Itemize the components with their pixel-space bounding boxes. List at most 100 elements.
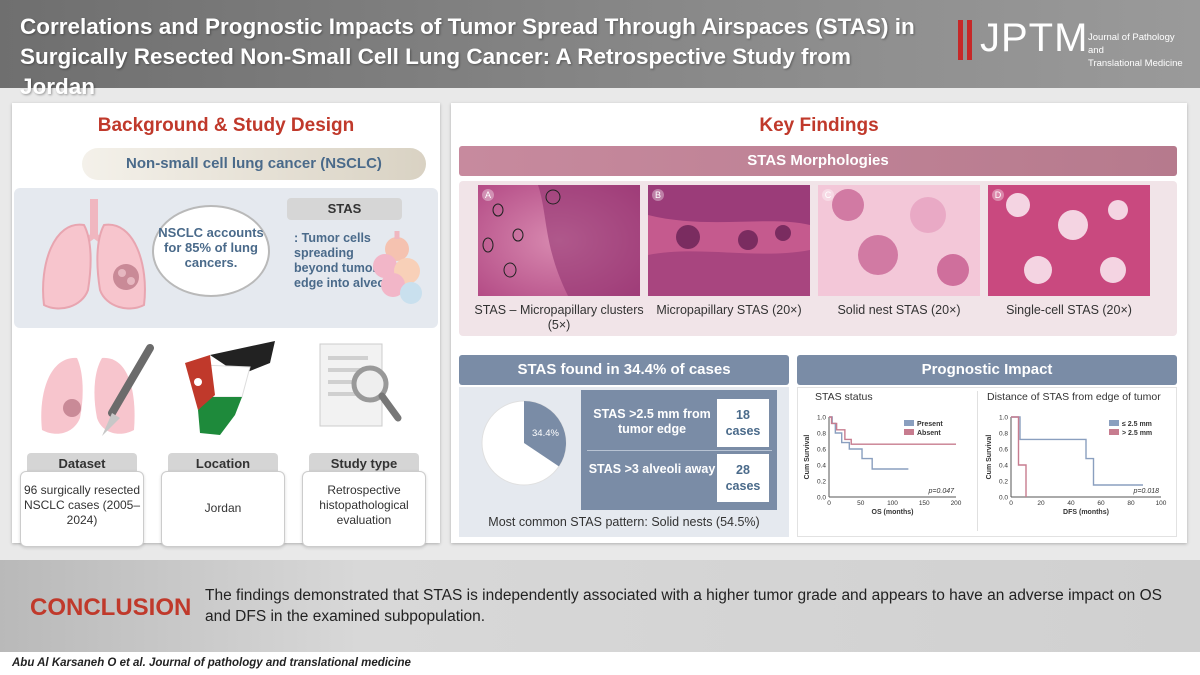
x-tick-label: 60 xyxy=(1097,500,1105,507)
x-tick-label: 80 xyxy=(1127,500,1135,507)
table-row-2-value: 28 cases xyxy=(717,454,769,502)
key-findings-title: Key Findings xyxy=(759,115,879,136)
pie-slice-stas xyxy=(524,401,566,467)
conclusion-text: The findings demonstrated that STAS is i… xyxy=(205,587,1162,625)
micrograph-a-letter: A xyxy=(482,189,494,201)
page-title: Correlations and Prognostic Impacts of T… xyxy=(20,12,920,102)
y-tick-label: 0.6 xyxy=(999,447,1008,454)
conclusion-band xyxy=(0,560,1200,652)
study-type-header: Study type xyxy=(309,453,419,475)
y-axis-label: Cum Survival xyxy=(986,435,993,480)
x-tick-label: 0 xyxy=(1009,500,1013,507)
alveoli-icon xyxy=(373,231,422,304)
x-axis-label: DFS (months) xyxy=(1063,509,1109,516)
header-banner: Correlations and Prognostic Impacts of T… xyxy=(0,0,1200,99)
y-tick-label: 0.0 xyxy=(817,495,826,502)
nsclc-speech-bubble: NSCLC accounts for 85% of lung cancers. xyxy=(152,205,270,297)
background-panel: Background & Study Design Non-small cell… xyxy=(12,103,440,547)
micrograph-d-label: Single-cell STAS (20×) xyxy=(1006,303,1132,317)
table-row-1-value: 18 cases xyxy=(717,399,769,447)
prognostic-band: Prognostic Impact xyxy=(797,355,1177,385)
legend-label: ≤ 2.5 mm xyxy=(1122,421,1152,428)
km-series-line xyxy=(829,416,909,470)
x-tick-label: 200 xyxy=(951,500,962,507)
y-tick-label: 0.6 xyxy=(817,447,826,454)
legend-swatch xyxy=(904,429,914,435)
conclusion-label: CONCLUSION xyxy=(30,594,192,621)
y-tick-label: 1.0 xyxy=(999,415,1008,422)
x-axis-label: OS (months) xyxy=(872,509,914,516)
micrograph-d-letter: D xyxy=(992,189,1004,201)
title-line-2: Surgically Resected Non-Small Cell Lung … xyxy=(20,44,852,99)
journal-name: Journal of Pathology and Translational M… xyxy=(1088,31,1190,70)
micrograph-c-label: Solid nest STAS (20×) xyxy=(837,303,961,317)
table-divider xyxy=(587,450,772,451)
morphologies-band: STAS Morphologies xyxy=(459,146,1177,176)
legend-label: Absent xyxy=(917,430,941,437)
journal-logo: JPTM Journal of Pathology and Translatio… xyxy=(958,16,1190,70)
dataset-text: 96 surgically resected NSCLC cases (2005… xyxy=(23,483,141,527)
x-tick-label: 100 xyxy=(887,500,898,507)
km-os-chart: 0.0 0.2 0.4 0.6 0.8 1.0 0 50 100 150 200 OS (months… xyxy=(804,415,962,517)
legend-label: Present xyxy=(917,421,943,428)
legend-label: > 2.5 mm xyxy=(1122,430,1152,437)
study-type-card xyxy=(302,471,426,547)
pie-percent-label: 34.4% xyxy=(532,428,559,439)
km-series-line xyxy=(1011,416,1143,486)
micrograph-d-image xyxy=(988,185,1150,296)
document-search-icon xyxy=(319,343,402,427)
study-type-text: Retrospective histopathological evaluati… xyxy=(319,483,409,527)
legend-swatch xyxy=(1109,429,1119,435)
y-tick-label: 0.8 xyxy=(817,431,826,438)
y-tick-label: 1.0 xyxy=(817,415,826,422)
y-tick-label: 0.0 xyxy=(999,495,1008,502)
journal-name-line-1: Journal of Pathology and xyxy=(1088,32,1175,56)
prognostic-area xyxy=(797,387,1177,537)
micrograph-b-label: Micropapillary STAS (20×) xyxy=(656,303,802,317)
location-text: Jordan xyxy=(204,501,242,515)
stas-found-band: STAS found in 34.4% of cases xyxy=(459,355,789,385)
legend-swatch xyxy=(904,420,914,426)
background-title: Background & Study Design xyxy=(97,115,355,136)
micrograph-a-label: STAS – Micropapillary clusters (5×) xyxy=(474,303,644,332)
jordan-map-icon xyxy=(185,341,275,435)
y-tick-label: 0.4 xyxy=(999,463,1008,470)
p-value-annotation: p=0.018 xyxy=(1133,488,1160,495)
micrograph-a-image xyxy=(478,185,640,296)
lungs-icon xyxy=(42,199,146,310)
journal-name-line-2: Translational Medicine xyxy=(1088,58,1183,69)
micrograph-b-image xyxy=(648,185,810,296)
x-tick-label: 20 xyxy=(1037,500,1045,507)
km-series-line xyxy=(1011,416,1027,497)
x-tick-label: 100 xyxy=(1156,500,1167,507)
y-tick-label: 0.4 xyxy=(817,463,826,470)
micrograph-b-letter: B xyxy=(652,189,664,201)
location-card xyxy=(161,471,285,547)
common-pattern-text: Most common STAS pattern: Solid nests (5… xyxy=(488,515,760,529)
table-row-1-desc: STAS >2.5 mm from tumor edge xyxy=(593,407,711,436)
km-os-title: STAS status xyxy=(815,391,873,403)
x-tick-label: 40 xyxy=(1067,500,1075,507)
y-tick-label: 0.8 xyxy=(999,431,1008,438)
lung-surgery-icon xyxy=(41,344,154,436)
nsclc-banner: Non-small cell lung cancer (NSCLC) xyxy=(82,148,426,180)
y-axis-label: Cum Survival xyxy=(804,435,811,480)
dataset-header: Dataset xyxy=(27,453,137,475)
x-tick-label: 0 xyxy=(827,500,831,507)
logo-text: JPTM xyxy=(980,16,1089,60)
dataset-card xyxy=(20,471,144,547)
table-row-2-desc: STAS >3 alveoli away xyxy=(588,462,716,476)
km-dfs-title: Distance of STAS from edge of tumor xyxy=(987,391,1161,403)
micrograph-c-letter: C xyxy=(822,189,834,201)
location-header: Location xyxy=(168,453,278,475)
p-value-annotation: p=0.047 xyxy=(928,488,956,495)
stas-pie-chart xyxy=(481,400,567,486)
km-dfs-chart: 0.0 0.2 0.4 0.6 0.8 1.0 0 20 40 60 80 100 DFS (month… xyxy=(986,415,1167,517)
title-line-1: Correlations and Prognostic Impacts of T… xyxy=(20,14,915,39)
x-tick-label: 150 xyxy=(919,500,930,507)
key-findings-panel: Key Findings STAS Morphologies A B xyxy=(451,103,1187,543)
y-tick-label: 0.2 xyxy=(817,479,826,486)
micrograph-c-image xyxy=(818,185,980,296)
km-series-line xyxy=(829,416,956,445)
